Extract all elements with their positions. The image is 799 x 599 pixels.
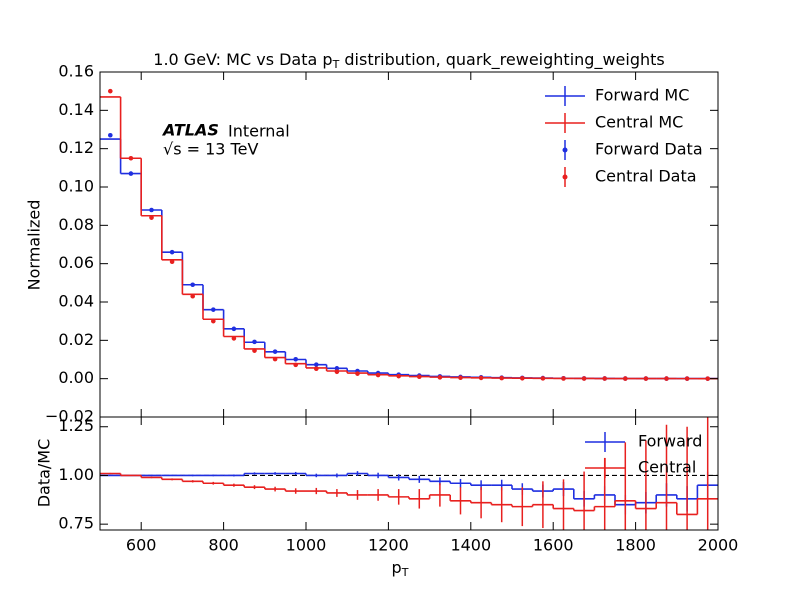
legend-label: Forward Data: [595, 140, 703, 159]
ratio-frame: [99, 416, 719, 531]
data-point: [314, 362, 319, 367]
x-tick-label: 600: [126, 536, 157, 555]
x-axis-label: pT: [392, 558, 409, 580]
data-point: [602, 376, 607, 381]
data-point: [540, 376, 546, 381]
data-point: [520, 375, 525, 381]
y-tick-label: 1.00: [58, 465, 94, 484]
data-point: [561, 376, 566, 381]
y-tick-label: 1.25: [58, 416, 94, 435]
data-point: [108, 88, 113, 94]
y-tick-label: 0.06: [58, 253, 94, 272]
data-point: [272, 356, 278, 362]
data-point: [128, 171, 134, 176]
data-point: [293, 362, 299, 368]
data-point: [149, 207, 154, 213]
y-tick-label: 0.08: [58, 215, 94, 234]
data-point: [252, 348, 257, 353]
data-point: [231, 326, 237, 332]
data-point: [478, 375, 484, 381]
data-point: [334, 366, 340, 371]
data-point: [149, 215, 154, 220]
y-tick-label: 0.10: [58, 177, 94, 196]
data-point: [705, 376, 710, 381]
title-part: distribution, quark_reweighting_weights: [339, 50, 664, 70]
data-point: [581, 376, 587, 381]
data-point: [190, 282, 195, 288]
title-part: 1.0 GeV: MC vs Data p: [153, 50, 332, 69]
y-axis-label: Normalized: [25, 200, 44, 291]
y-tick-label: 0.75: [58, 514, 94, 533]
y-tick-label: 0.04: [58, 292, 94, 311]
atlas-label: ATLAS: [161, 121, 219, 140]
y-tick-label: 0.02: [58, 330, 94, 349]
x-tick-label: 1200: [368, 536, 409, 555]
data-point: [252, 339, 257, 345]
data-point: [417, 374, 422, 380]
y-tick-label: 0.12: [58, 138, 94, 157]
chart-title: 1.0 GeV: MC vs Data pT distribution, qua…: [153, 50, 664, 72]
main-plot: [100, 88, 718, 381]
legend-dot: [562, 174, 568, 180]
data-point: [643, 376, 649, 381]
y-tick-label: −0.02: [45, 407, 94, 426]
data-point: [211, 307, 216, 312]
data-point: [334, 369, 340, 375]
legend-label: Central: [638, 458, 696, 477]
x-tick-label: 1800: [615, 536, 656, 555]
data-point: [190, 293, 195, 299]
atlas-status: Internal: [228, 122, 290, 141]
data-point: [623, 376, 628, 381]
axes: −0.02 0.00 0.02 0.04 0.06 0.08 0.10 0.12 0.14 0.1…: [45, 62, 738, 555]
data-point: [396, 373, 402, 379]
data-point: [355, 371, 360, 376]
y-tick-label: 0.16: [58, 62, 94, 81]
legend-label: Forward MC: [595, 86, 689, 105]
legend-label: Forward: [638, 432, 702, 451]
x-label-part: T: [401, 566, 409, 579]
data-point: [375, 372, 381, 378]
data-point: [211, 318, 216, 324]
data-point: [169, 259, 175, 265]
x-tick-label: 1600: [533, 536, 574, 555]
data-point: [314, 366, 319, 372]
data-point: [293, 357, 299, 362]
energy-label: √s = 13 TeV: [163, 140, 258, 159]
data-point: [272, 349, 278, 354]
x-label-part: p: [392, 558, 402, 577]
ratio-y-axis-label: Data/MC: [35, 439, 54, 508]
data-point: [231, 336, 237, 341]
data-point: [128, 155, 134, 161]
data-point: [684, 376, 690, 381]
legend-label: Central Data: [595, 167, 697, 186]
x-tick-label: 1400: [450, 536, 491, 555]
x-tick-label: 1000: [286, 536, 327, 555]
data-point: [108, 132, 113, 138]
y-tick-label: 0.00: [58, 368, 94, 387]
data-point: [169, 249, 175, 255]
y-tick-label: 0.14: [58, 100, 94, 119]
data-point: [458, 375, 463, 381]
legend-label: Central MC: [595, 113, 683, 132]
title-part: T: [332, 58, 340, 71]
x-tick-label: 800: [208, 536, 239, 555]
data-point: [499, 375, 505, 381]
legend-dot: [562, 147, 568, 153]
x-tick-label: 2000: [698, 536, 739, 555]
data-point: [437, 375, 443, 380]
data-point: [664, 376, 669, 381]
